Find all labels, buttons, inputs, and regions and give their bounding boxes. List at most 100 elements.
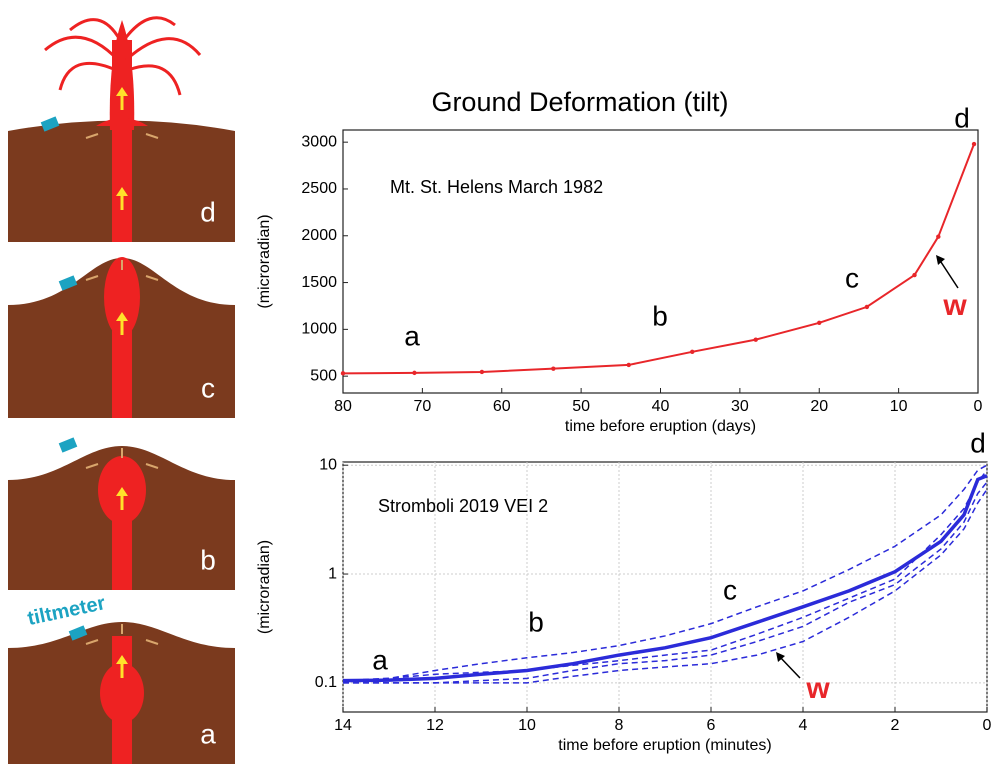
data-point bbox=[551, 366, 556, 371]
deformation-arrow bbox=[145, 133, 159, 139]
w-arrow-head bbox=[776, 652, 785, 662]
plot-area bbox=[342, 461, 988, 713]
plot-area bbox=[342, 129, 979, 394]
y-tick-label: 500 bbox=[310, 367, 337, 384]
y-tick-label: 1500 bbox=[301, 274, 337, 291]
magma-arrow-head bbox=[116, 312, 128, 321]
x-tick-label: 12 bbox=[426, 717, 444, 734]
y-tick-label: 1000 bbox=[301, 321, 337, 338]
panel-label: d bbox=[200, 196, 216, 227]
plume-jet bbox=[58, 61, 117, 91]
x-tick-label: 0 bbox=[974, 398, 983, 415]
deformation-arrow bbox=[145, 639, 159, 645]
data-line bbox=[343, 488, 988, 684]
data-line bbox=[342, 469, 988, 682]
stage-label: c bbox=[723, 574, 737, 605]
y-tick-label: 2000 bbox=[301, 227, 337, 244]
x-axis-label: time before eruption (days) bbox=[565, 418, 756, 435]
x-tick-label: 60 bbox=[493, 398, 511, 415]
data-point bbox=[817, 320, 822, 326]
plume-jet bbox=[127, 64, 182, 96]
plume-jet bbox=[44, 35, 120, 62]
stage-label: a bbox=[404, 320, 420, 351]
data-line bbox=[343, 481, 988, 684]
y-tick-label: 3000 bbox=[301, 133, 337, 150]
x-tick-label: 50 bbox=[572, 398, 590, 415]
plume-jet bbox=[124, 37, 202, 62]
data-point bbox=[912, 272, 917, 278]
stage-label: w bbox=[942, 289, 967, 322]
data-line bbox=[342, 464, 988, 682]
deformation-arrow bbox=[145, 275, 159, 281]
data-point bbox=[864, 304, 870, 310]
stage-label: w bbox=[805, 672, 830, 705]
plume bbox=[109, 20, 135, 130]
tiltmeter bbox=[40, 116, 60, 132]
magma-arrow-head bbox=[116, 187, 128, 196]
w-arrow bbox=[778, 655, 801, 679]
y-tick-label: 0.1 bbox=[315, 674, 337, 691]
x-axis-label: time before eruption (minutes) bbox=[558, 737, 771, 754]
panel-label: a bbox=[200, 718, 216, 749]
deformation-arrow bbox=[85, 133, 99, 139]
x-tick-label: 40 bbox=[652, 398, 670, 415]
magma-chamber bbox=[100, 663, 144, 723]
deformation-arrow bbox=[85, 639, 99, 645]
data-point bbox=[936, 234, 941, 239]
magma-arrow-head bbox=[116, 87, 128, 96]
data-point bbox=[340, 371, 346, 376]
x-tick-label: 6 bbox=[707, 717, 716, 734]
x-tick-label: 8 bbox=[615, 717, 624, 734]
x-tick-label: 4 bbox=[799, 717, 808, 734]
panel-label: c bbox=[201, 372, 215, 403]
deformation-arrow bbox=[85, 275, 99, 281]
chart-annotation: Mt. St. Helens March 1982 bbox=[390, 177, 603, 197]
plume-jet bbox=[69, 18, 122, 41]
figure-title: Ground Deformation (tilt) bbox=[431, 87, 728, 117]
deformation-arrow bbox=[85, 463, 99, 469]
x-tick-label: 10 bbox=[890, 398, 908, 415]
x-tick-label: 0 bbox=[983, 717, 992, 734]
tiltmeter bbox=[58, 275, 78, 291]
data-point bbox=[412, 370, 417, 376]
magma-arrow-head bbox=[116, 487, 128, 496]
stage-label: b bbox=[652, 300, 668, 331]
y-tick-label: 2500 bbox=[301, 180, 337, 197]
data-point bbox=[626, 362, 631, 368]
panel-label: b bbox=[200, 544, 216, 575]
x-tick-label: 14 bbox=[334, 717, 352, 734]
x-tick-label: 30 bbox=[731, 398, 749, 415]
w-arrow-head bbox=[936, 255, 945, 265]
deformation-arrow bbox=[145, 463, 159, 469]
y-tick-label: 1 bbox=[328, 565, 337, 582]
tiltmeter bbox=[68, 625, 88, 641]
tiltmeter-label: tiltmeter bbox=[26, 592, 108, 630]
data-point bbox=[753, 337, 758, 342]
x-tick-label: 10 bbox=[518, 717, 536, 734]
data-line bbox=[342, 474, 988, 683]
summit-vent bbox=[96, 118, 148, 126]
stage-label: b bbox=[528, 606, 544, 637]
stage-label: c bbox=[845, 262, 859, 293]
tiltmeter bbox=[58, 437, 78, 453]
data-line bbox=[342, 143, 975, 375]
x-tick-label: 20 bbox=[810, 398, 828, 415]
y-tick-label: 10 bbox=[319, 456, 337, 473]
data-point bbox=[690, 349, 695, 355]
x-tick-label: 70 bbox=[413, 398, 431, 415]
magma-chamber bbox=[104, 257, 140, 337]
chart-annotation: Stromboli 2019 VEI 2 bbox=[378, 496, 548, 516]
magma-arrow-head bbox=[116, 655, 128, 664]
plume-jet bbox=[122, 16, 176, 41]
y-axis-label: (microradian) bbox=[256, 214, 273, 308]
data-point bbox=[479, 369, 485, 375]
w-arrow bbox=[938, 258, 959, 289]
volcano-diagram: d c b a tiltmeter bbox=[8, 16, 235, 764]
stage-label: d bbox=[954, 102, 970, 133]
stage-label: a bbox=[372, 644, 388, 675]
y-axis-label: (microradian) bbox=[256, 540, 273, 634]
x-tick-label: 80 bbox=[334, 398, 352, 415]
stage-label: d bbox=[970, 427, 986, 458]
x-tick-label: 2 bbox=[891, 717, 900, 734]
